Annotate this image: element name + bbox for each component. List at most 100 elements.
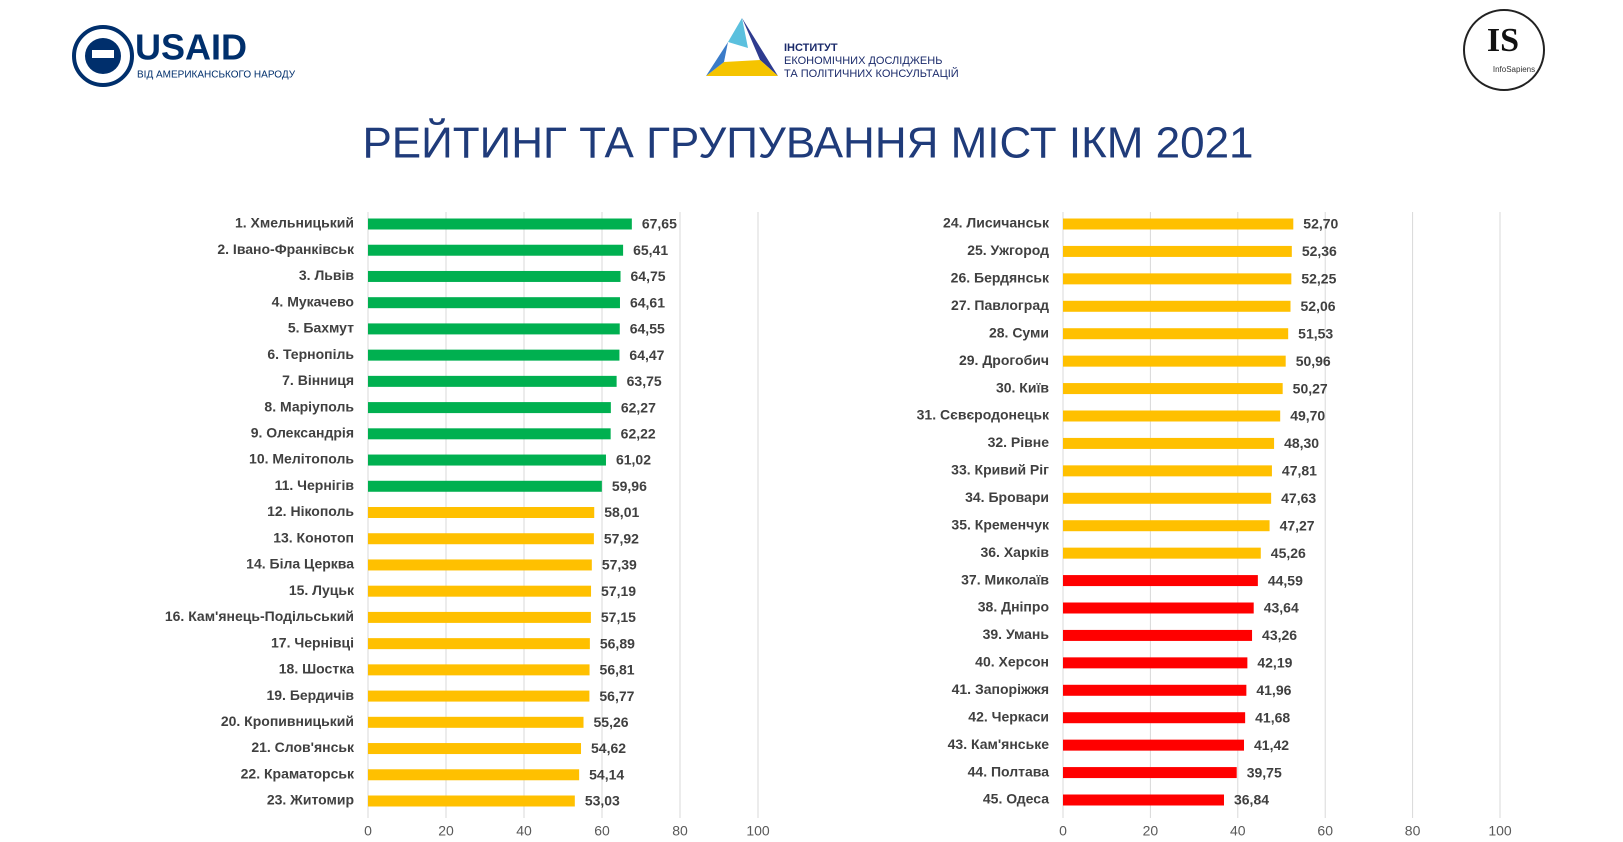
- bar: [368, 533, 594, 545]
- value-label: 56,81: [600, 662, 635, 678]
- value-label: 64,61: [630, 294, 665, 310]
- bar: [1063, 300, 1291, 312]
- bar: [368, 375, 617, 387]
- x-tick-label: 20: [438, 823, 454, 839]
- iepc-line-1: ІНСТИТУТ: [784, 42, 838, 54]
- value-label: 56,89: [600, 635, 635, 651]
- category-label: 32. Рівне: [988, 434, 1050, 450]
- category-label: 43. Кам'янське: [948, 736, 1050, 752]
- category-label: 28. Суми: [989, 324, 1049, 340]
- x-tick-label: 20: [1143, 823, 1159, 839]
- usaid-seal-hands: [92, 50, 114, 58]
- bar: [1063, 712, 1246, 724]
- bar: [1063, 684, 1247, 696]
- category-label: 40. Херсон: [975, 654, 1049, 670]
- x-tick-label: 40: [516, 823, 532, 839]
- value-label: 47,27: [1280, 517, 1315, 533]
- category-label: 12. Нікополь: [267, 503, 354, 519]
- bar: [1063, 575, 1258, 587]
- category-label: 17. Чернівці: [271, 634, 354, 650]
- bar: [368, 297, 620, 309]
- bar: [368, 270, 621, 282]
- value-label: 57,19: [601, 583, 636, 599]
- category-label: 3. Львів: [299, 267, 354, 283]
- x-tick-label: 60: [594, 823, 610, 839]
- iepc-logo: ІНСТИТУТ ЕКОНОМІЧНИХ ДОСЛІДЖЕНЬ ТА ПОЛІТ…: [706, 18, 959, 80]
- value-label: 50,96: [1296, 353, 1331, 369]
- bar: [368, 349, 620, 361]
- value-label: 67,65: [642, 216, 677, 232]
- value-label: 63,75: [627, 373, 662, 389]
- category-label: 33. Кривий Ріг: [951, 462, 1049, 478]
- value-label: 55,26: [594, 714, 629, 730]
- bar: [368, 638, 590, 650]
- value-label: 57,15: [601, 609, 636, 625]
- iepc-tri-1: [728, 18, 748, 48]
- bar: [368, 244, 624, 256]
- value-label: 41,96: [1256, 682, 1291, 698]
- bar: [1063, 218, 1294, 230]
- bar: [1063, 767, 1237, 779]
- category-label: 20. Кропивницький: [221, 713, 354, 729]
- value-label: 41,68: [1255, 709, 1290, 725]
- bar: [1063, 465, 1272, 477]
- category-label: 26. Бердянськ: [951, 270, 1050, 286]
- bar: [1063, 355, 1286, 367]
- bar: [1063, 520, 1270, 532]
- category-label: 4. Мукачево: [272, 293, 354, 309]
- x-tick-label: 80: [672, 823, 688, 839]
- value-label: 47,63: [1281, 490, 1316, 506]
- category-label: 9. Олександрія: [251, 425, 354, 441]
- bar: [1063, 794, 1224, 806]
- x-tick-label: 60: [1317, 823, 1333, 839]
- category-label: 29. Дрогобич: [959, 352, 1049, 368]
- bar: [368, 323, 620, 335]
- category-label: 45. Одеса: [983, 791, 1049, 807]
- usaid-name: USAID: [135, 27, 247, 68]
- category-label: 41. Запоріжжя: [952, 681, 1049, 697]
- category-label: 19. Бердичів: [266, 687, 354, 703]
- value-label: 59,96: [612, 478, 647, 494]
- value-label: 47,81: [1282, 463, 1317, 479]
- usaid-logo: USAID ВІД АМЕРИКАНСЬКОГО НАРОДУ: [72, 25, 296, 87]
- is-logo: IS InfoSapiens: [1463, 9, 1545, 91]
- bar: [368, 611, 591, 623]
- value-label: 62,22: [621, 426, 656, 442]
- iepc-line-2: ЕКОНОМІЧНИХ ДОСЛІДЖЕНЬ: [784, 55, 942, 67]
- category-label: 14. Біла Церква: [246, 556, 354, 572]
- category-label: 13. Конотоп: [273, 529, 354, 545]
- value-label: 52,06: [1301, 298, 1336, 314]
- x-tick-label: 40: [1230, 823, 1246, 839]
- value-label: 43,26: [1262, 627, 1297, 643]
- bar: [1063, 383, 1283, 395]
- value-label: 52,25: [1301, 271, 1336, 287]
- bar: [368, 428, 611, 440]
- charts: 0 20 40 60 80 100 1. Хмельницький 67,65 2. Івано…: [165, 212, 1512, 839]
- value-label: 56,77: [599, 688, 634, 704]
- category-label: 23. Житомир: [267, 792, 354, 808]
- bar: [368, 402, 611, 414]
- value-label: 54,14: [589, 766, 624, 782]
- category-label: 21. Слов'янськ: [251, 739, 355, 755]
- value-label: 50,27: [1293, 380, 1328, 396]
- is-circle: [1463, 9, 1545, 91]
- value-label: 44,59: [1268, 572, 1303, 588]
- value-label: 53,03: [585, 793, 620, 809]
- x-tick-label: 100: [1488, 823, 1512, 839]
- value-label: 52,36: [1302, 243, 1337, 259]
- value-label: 49,70: [1290, 408, 1325, 424]
- bar: [368, 218, 632, 230]
- category-label: 18. Шостка: [279, 661, 354, 677]
- value-label: 65,41: [633, 242, 668, 258]
- bar: [1063, 328, 1289, 340]
- bar: [1063, 657, 1248, 669]
- value-label: 52,70: [1303, 216, 1338, 232]
- value-label: 42,19: [1257, 655, 1292, 671]
- is-mark: IS: [1487, 22, 1519, 59]
- value-label: 43,64: [1264, 600, 1299, 616]
- value-label: 51,53: [1298, 325, 1333, 341]
- bar: [368, 716, 584, 728]
- category-label: 37. Миколаїв: [961, 571, 1049, 587]
- category-label: 16. Кам'янець-Подільський: [165, 608, 354, 624]
